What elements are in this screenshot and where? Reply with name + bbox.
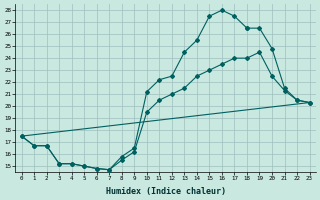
X-axis label: Humidex (Indice chaleur): Humidex (Indice chaleur) (106, 187, 226, 196)
